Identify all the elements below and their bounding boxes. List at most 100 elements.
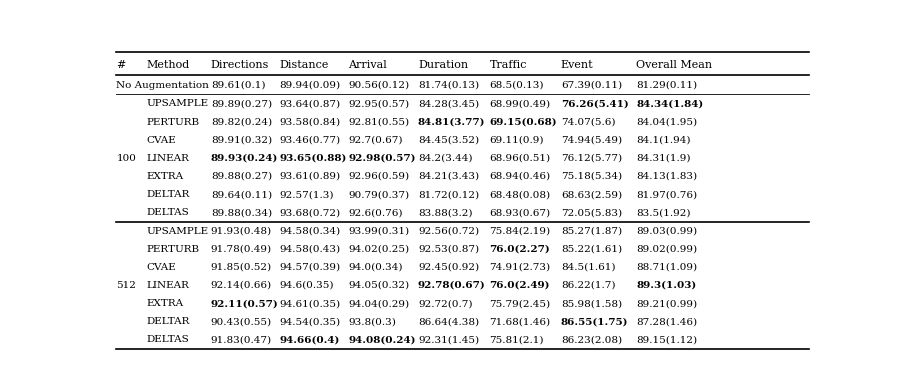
Text: DELTAR: DELTAR [146,317,189,326]
Text: UPSAMPLE: UPSAMPLE [146,227,208,236]
Text: Traffic: Traffic [489,60,526,70]
Text: 94.58(0.43): 94.58(0.43) [279,245,340,254]
Text: 69.11(0.9): 69.11(0.9) [489,136,543,145]
Text: 84.1(1.94): 84.1(1.94) [636,136,690,145]
Text: Method: Method [146,60,189,70]
Text: Directions: Directions [211,60,269,70]
Text: Arrival: Arrival [347,60,386,70]
Text: 89.88(0.34): 89.88(0.34) [211,208,272,217]
Text: 76.26(5.41): 76.26(5.41) [560,99,628,108]
Text: 90.79(0.37): 90.79(0.37) [347,190,409,199]
Text: 68.63(2.59): 68.63(2.59) [560,190,621,199]
Text: 84.13(1.83): 84.13(1.83) [636,172,696,181]
Text: 86.64(4.38): 86.64(4.38) [418,317,479,326]
Text: 74.91(2.73): 74.91(2.73) [489,263,550,272]
Text: 75.81(2.1): 75.81(2.1) [489,335,543,344]
Text: 94.05(0.32): 94.05(0.32) [347,281,409,290]
Text: Event: Event [560,60,593,70]
Text: 83.5(1.92): 83.5(1.92) [636,208,690,217]
Text: 92.56(0.72): 92.56(0.72) [418,227,479,236]
Text: 94.0(0.34): 94.0(0.34) [347,263,402,272]
Text: 94.58(0.34): 94.58(0.34) [279,227,340,236]
Text: 94.08(0.24): 94.08(0.24) [347,335,415,344]
Text: 93.8(0.3): 93.8(0.3) [347,317,395,326]
Text: DELTAS: DELTAS [146,208,189,217]
Text: 84.34(1.84): 84.34(1.84) [636,99,703,108]
Text: 94.54(0.35): 94.54(0.35) [279,317,340,326]
Text: PERTURB: PERTURB [146,245,199,254]
Text: 89.94(0.09): 89.94(0.09) [279,81,340,90]
Text: CVAE: CVAE [146,263,176,272]
Text: 100: 100 [116,154,136,163]
Text: #: # [116,60,125,70]
Text: 512: 512 [116,281,136,290]
Text: 84.81(3.77): 84.81(3.77) [418,117,485,126]
Text: Duration: Duration [418,60,467,70]
Text: 93.65(0.88): 93.65(0.88) [279,154,346,163]
Text: 89.21(0.99): 89.21(0.99) [636,299,696,308]
Text: 68.48(0.08): 68.48(0.08) [489,190,550,199]
Text: 92.57(1.3): 92.57(1.3) [279,190,334,199]
Text: 68.93(0.67): 68.93(0.67) [489,208,550,217]
Text: 76.0(2.27): 76.0(2.27) [489,245,549,254]
Text: 91.85(0.52): 91.85(0.52) [211,263,272,272]
Text: LINEAR: LINEAR [146,154,189,163]
Text: 92.72(0.7): 92.72(0.7) [418,299,472,308]
Text: 92.53(0.87): 92.53(0.87) [418,245,479,254]
Text: PERTURB: PERTURB [146,117,199,126]
Text: 91.93(0.48): 91.93(0.48) [211,227,272,236]
Text: 75.84(2.19): 75.84(2.19) [489,227,550,236]
Text: 84.21(3.43): 84.21(3.43) [418,172,479,181]
Text: No Augmentation: No Augmentation [116,81,209,90]
Text: 76.12(5.77): 76.12(5.77) [560,154,621,163]
Text: 91.78(0.49): 91.78(0.49) [211,245,272,254]
Text: 89.91(0.32): 89.91(0.32) [211,136,272,145]
Text: 81.72(0.12): 81.72(0.12) [418,190,479,199]
Text: 81.74(0.13): 81.74(0.13) [418,81,479,90]
Text: 89.15(1.12): 89.15(1.12) [636,335,696,344]
Text: 94.66(0.4): 94.66(0.4) [279,335,339,344]
Text: 89.88(0.27): 89.88(0.27) [211,172,272,181]
Text: 74.94(5.49): 74.94(5.49) [560,136,621,145]
Text: 93.58(0.84): 93.58(0.84) [279,117,340,126]
Text: 93.61(0.89): 93.61(0.89) [279,172,340,181]
Text: DELTAR: DELTAR [146,190,189,199]
Text: 83.88(3.2): 83.88(3.2) [418,208,472,217]
Text: 92.14(0.66): 92.14(0.66) [211,281,272,290]
Text: 67.39(0.11): 67.39(0.11) [560,81,621,90]
Text: CVAE: CVAE [146,136,176,145]
Text: 85.27(1.87): 85.27(1.87) [560,227,621,236]
Text: 71.68(1.46): 71.68(1.46) [489,317,550,326]
Text: 76.0(2.49): 76.0(2.49) [489,281,549,290]
Text: 89.82(0.24): 89.82(0.24) [211,117,272,126]
Text: 84.04(1.95): 84.04(1.95) [636,117,696,126]
Text: 72.05(5.83): 72.05(5.83) [560,208,621,217]
Text: 74.07(5.6): 74.07(5.6) [560,117,614,126]
Text: Overall Mean: Overall Mean [636,60,712,70]
Text: LINEAR: LINEAR [146,281,189,290]
Text: 68.5(0.13): 68.5(0.13) [489,81,543,90]
Text: 92.11(0.57): 92.11(0.57) [211,299,279,308]
Text: 92.96(0.59): 92.96(0.59) [347,172,409,181]
Text: 94.57(0.39): 94.57(0.39) [279,263,340,272]
Text: 75.18(5.34): 75.18(5.34) [560,172,621,181]
Text: 89.64(0.11): 89.64(0.11) [211,190,272,199]
Text: 68.96(0.51): 68.96(0.51) [489,154,550,163]
Text: Distance: Distance [279,60,328,70]
Text: 92.7(0.67): 92.7(0.67) [347,136,402,145]
Text: 84.31(1.9): 84.31(1.9) [636,154,690,163]
Text: 89.02(0.99): 89.02(0.99) [636,245,696,254]
Text: 93.64(0.87): 93.64(0.87) [279,99,340,108]
Text: 68.99(0.49): 68.99(0.49) [489,99,550,108]
Text: 87.28(1.46): 87.28(1.46) [636,317,696,326]
Text: 86.55(1.75): 86.55(1.75) [560,317,628,326]
Text: 84.45(3.52): 84.45(3.52) [418,136,479,145]
Text: 92.78(0.67): 92.78(0.67) [418,281,485,290]
Text: 88.71(1.09): 88.71(1.09) [636,263,696,272]
Text: 92.31(1.45): 92.31(1.45) [418,335,479,344]
Text: 93.68(0.72): 93.68(0.72) [279,208,340,217]
Text: 89.03(0.99): 89.03(0.99) [636,227,696,236]
Text: 92.98(0.57): 92.98(0.57) [347,154,415,163]
Text: 85.98(1.58): 85.98(1.58) [560,299,621,308]
Text: 69.15(0.68): 69.15(0.68) [489,117,557,126]
